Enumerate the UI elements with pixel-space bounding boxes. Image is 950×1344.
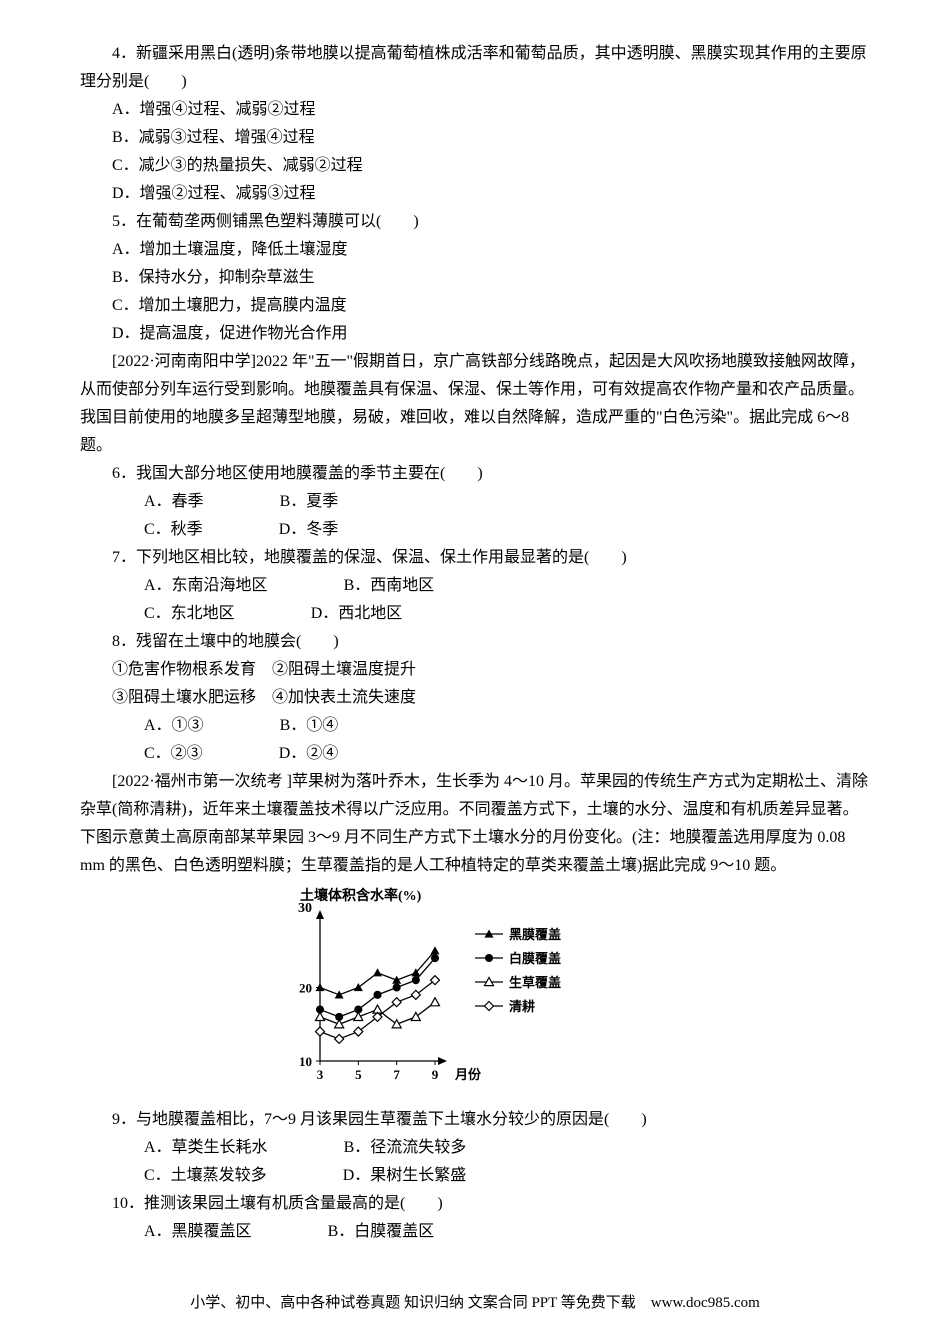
q9-opt-d: D．果树生长繁盛 <box>311 1162 467 1190</box>
svg-text:白膜覆盖: 白膜覆盖 <box>509 951 561 966</box>
svg-text:10: 10 <box>299 1054 312 1069</box>
passage-2: [2022·福州市第一次统考 ]苹果树为落叶乔木，生长季为 4～10 月。苹果园… <box>80 768 870 880</box>
svg-text:清耕: 清耕 <box>509 999 535 1014</box>
svg-text:30: 30 <box>298 901 312 916</box>
q9-opt-b: B．径流流失较多 <box>312 1134 467 1162</box>
q8-stem: 8．残留在土壤中的地膜会( ) <box>80 628 870 656</box>
passage-1: [2022·河南南阳中学]2022 年"五一"假期首日，京广高铁部分线路晚点，起… <box>80 348 870 460</box>
q7-opt-b: B．西南地区 <box>312 572 435 600</box>
q10-stem: 10．推测该果园土壤有机质含量最高的是( ) <box>80 1190 870 1218</box>
q8-line2: ③阻碍土壤水肥运移 ④加快表土流失速度 <box>80 684 870 712</box>
q10-opt-a: A．黑膜覆盖区 <box>112 1218 252 1246</box>
svg-text:土壤体积含水率(%): 土壤体积含水率(%) <box>300 887 422 904</box>
q7-stem: 7．下列地区相比较，地膜覆盖的保湿、保温、保土作用最显著的是( ) <box>80 544 870 572</box>
svg-text:黑膜覆盖: 黑膜覆盖 <box>509 927 561 942</box>
q4-opt-a: A．增强④过程、减弱②过程 <box>80 96 870 124</box>
q6-opt-c: C．秋季 <box>112 516 203 544</box>
q5-opt-c: C．增加土壤肥力，提高膜内温度 <box>80 292 870 320</box>
q8-opt-a: A．①③ <box>112 712 204 740</box>
q7-opt-c: C．东北地区 <box>112 600 235 628</box>
svg-text:3: 3 <box>317 1067 324 1082</box>
q8-opts-ab: A．①③ B．①④ <box>80 712 870 740</box>
q8-opt-c: C．②③ <box>112 740 203 768</box>
q5-stem: 5．在葡萄垄两侧铺黑色塑料薄膜可以( ) <box>80 208 870 236</box>
q6-stem: 6．我国大部分地区使用地膜覆盖的季节主要在( ) <box>80 460 870 488</box>
q6-opts-cd: C．秋季 D．冬季 <box>80 516 870 544</box>
page-footer: 小学、初中、高中各种试卷真题 知识归纳 文案合同 PPT 等免费下载 www.d… <box>0 1290 950 1316</box>
q10-opts-ab: A．黑膜覆盖区 B．白膜覆盖区 <box>80 1218 870 1246</box>
svg-text:20: 20 <box>299 981 312 996</box>
q4-stem: 4．新疆采用黑白(透明)条带地膜以提高葡萄植株成活率和葡萄品质，其中透明膜、黑膜… <box>80 40 870 96</box>
q7-opts-cd: C．东北地区 D．西北地区 <box>80 600 870 628</box>
q9-opt-a: A．草类生长耗水 <box>112 1134 268 1162</box>
svg-text:生草覆盖: 生草覆盖 <box>509 975 561 990</box>
q5-opt-a: A．增加土壤温度，降低土壤湿度 <box>80 236 870 264</box>
q8-opt-d: D．②④ <box>247 740 339 768</box>
q6-opt-b: B．夏季 <box>248 488 339 516</box>
soil-moisture-chart: 土壤体积含水率(%)30 10 20 3 5 7 9 月份 黑膜覆盖白膜覆盖生草覆盖清耕 <box>80 886 870 1096</box>
q7-opts-ab: A．东南沿海地区 B．西南地区 <box>80 572 870 600</box>
q10-opt-b: B．白膜覆盖区 <box>296 1218 435 1246</box>
chart-svg: 土壤体积含水率(%)30 10 20 3 5 7 9 月份 黑膜覆盖白膜覆盖生草覆盖清耕 <box>255 886 695 1096</box>
q4-opt-d: D．增强②过程、减弱③过程 <box>80 180 870 208</box>
q6-opt-d: D．冬季 <box>247 516 339 544</box>
q9-opts-cd: C．土壤蒸发较多 D．果树生长繁盛 <box>80 1162 870 1190</box>
q5-opt-b: B．保持水分，抑制杂草滋生 <box>80 264 870 292</box>
q9-opts-ab: A．草类生长耗水 B．径流流失较多 <box>80 1134 870 1162</box>
q8-line1: ①危害作物根系发育 ②阻碍土壤温度提升 <box>80 656 870 684</box>
svg-text:5: 5 <box>355 1067 362 1082</box>
svg-text:7: 7 <box>393 1067 400 1082</box>
q8-opts-cd: C．②③ D．②④ <box>80 740 870 768</box>
q8-opt-b: B．①④ <box>248 712 339 740</box>
svg-text:月份: 月份 <box>454 1067 482 1082</box>
svg-text:9: 9 <box>432 1067 439 1082</box>
q5-opt-d: D．提高温度，促进作物光合作用 <box>80 320 870 348</box>
q9-stem: 9．与地膜覆盖相比，7～9 月该果园生草覆盖下土壤水分较少的原因是( ) <box>80 1106 870 1134</box>
q6-opts-ab: A．春季 B．夏季 <box>80 488 870 516</box>
q4-opt-b: B．减弱③过程、增强④过程 <box>80 124 870 152</box>
q4-opt-c: C．减少③的热量损失、减弱②过程 <box>80 152 870 180</box>
q7-opt-d: D．西北地区 <box>279 600 403 628</box>
q7-opt-a: A．东南沿海地区 <box>112 572 268 600</box>
q6-opt-a: A．春季 <box>112 488 204 516</box>
q9-opt-c: C．土壤蒸发较多 <box>112 1162 267 1190</box>
